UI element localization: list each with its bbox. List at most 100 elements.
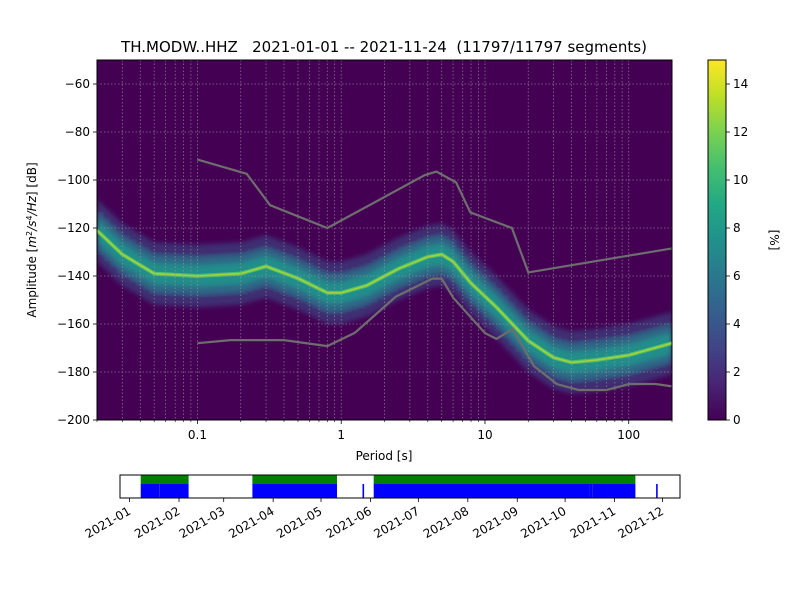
psd-bin (136, 243, 143, 287)
psd-bin (208, 253, 215, 297)
timeline-tick-label: 2021-12 (616, 504, 666, 541)
psd-bin (227, 252, 235, 296)
psd-bin (325, 271, 333, 315)
timeline-tick-label: 2021-10 (518, 504, 568, 541)
psd-peak-curve (97, 229, 672, 364)
psd-bin (528, 321, 536, 365)
colorbar-tick-label: 8 (733, 221, 741, 235)
psd-bin (547, 334, 555, 378)
psd-bin (384, 252, 392, 296)
psd-bin (462, 255, 470, 299)
psd-bin (502, 295, 509, 339)
data-availability-bar (589, 484, 593, 498)
psd-bin (645, 327, 653, 372)
psd-bin (103, 218, 111, 262)
timeline-frame (119, 474, 681, 499)
chart-title: TH.MODW..HHZ 2021-01-01 -- 2021-11-24 (1… (120, 38, 647, 56)
psd-bin (580, 339, 588, 383)
psd-bin (600, 337, 607, 381)
timeline-bars (140, 475, 658, 498)
psd-bin (443, 235, 451, 280)
y-tick-label: −100 (57, 173, 90, 187)
psd-bin (299, 259, 307, 303)
psd-bin (312, 265, 320, 309)
psd-bin (214, 253, 222, 297)
psd-bin (240, 251, 248, 295)
psd-bin (201, 254, 209, 298)
y-tick-label: −160 (57, 317, 90, 331)
psd-bin (234, 252, 241, 296)
timeline-tick-label: 2021-11 (568, 504, 618, 541)
psd-bin (364, 263, 372, 307)
psd-bin (319, 268, 326, 312)
y-tick-label: −60 (65, 77, 90, 91)
psd-bin (378, 256, 385, 300)
colorbar-tick-label: 6 (733, 269, 741, 283)
psd-bin (534, 325, 542, 369)
psd-bin (155, 252, 163, 296)
psd-bin (293, 256, 300, 300)
psd-bin (371, 259, 379, 303)
psd-bin (129, 239, 137, 283)
psd-bin (469, 263, 477, 307)
psd-bin (632, 331, 640, 375)
psd-bin (286, 253, 294, 297)
timeline-tick-label: 2021-06 (324, 504, 374, 541)
psd-bin (345, 269, 353, 313)
x-tick-label: 10 (477, 428, 492, 442)
psd-bin (613, 335, 620, 379)
colorbar-tick-label: 2 (733, 365, 741, 379)
psd-bin (430, 234, 437, 278)
timeline-tick-label: 2021-03 (177, 504, 227, 541)
psd-bin (665, 322, 672, 366)
coverage-bar (373, 475, 636, 484)
psd-bin (515, 308, 522, 353)
timeline-tick-label: 2021-02 (132, 504, 182, 541)
psd-bin (587, 339, 594, 383)
coverage-bar (140, 475, 189, 484)
y-tick-label: −80 (65, 125, 90, 139)
psd-bin (606, 336, 614, 380)
data-availability-bar (252, 484, 337, 498)
psd-bin (280, 251, 287, 295)
colorbar (707, 59, 727, 421)
psd-bin (521, 315, 529, 359)
psd-bin (110, 224, 117, 268)
x-axis: 0.1 1 10 100 (96, 420, 673, 442)
colorbar-ticks: 0 2 4 6 8 10 12 14 (726, 77, 748, 427)
psd-bin (97, 211, 104, 256)
psd-bin (658, 324, 666, 368)
data-availability-bar (159, 484, 189, 498)
psd-bin (221, 252, 228, 297)
data-availability-bar (656, 484, 658, 498)
data-availability-bar (373, 484, 590, 498)
noise-model-line (197, 277, 672, 392)
colorbar-tick-label: 12 (733, 125, 748, 139)
psd-bin (574, 340, 581, 384)
data-availability-bar (362, 484, 365, 498)
psd-bin (149, 251, 157, 295)
x-axis-label: Period [s] (356, 449, 413, 463)
psd-bin (495, 288, 503, 332)
psd-bin (639, 329, 647, 373)
y-tick-label: −200 (57, 413, 90, 427)
timeline-tick-label: 2021-04 (226, 504, 276, 541)
psd-bin (142, 247, 150, 291)
y-tick-label: −180 (57, 365, 90, 379)
psd-bin (253, 247, 261, 291)
psd-bin (541, 330, 549, 374)
psd-bin (410, 240, 418, 285)
psd-bin (266, 246, 274, 290)
psd-bin (423, 235, 431, 279)
psd-bin (404, 243, 411, 287)
psd-bin (123, 235, 130, 279)
grid (97, 60, 672, 420)
psd-bin (116, 230, 124, 274)
psd-band-inner (97, 219, 672, 374)
data-availability-bar (140, 484, 160, 498)
y-axis-label: Amplitude [m2/s4/Hz] [dB] (25, 162, 40, 317)
psd-bin (482, 275, 490, 319)
psd-bin (554, 337, 562, 381)
psd-bin (273, 248, 281, 292)
